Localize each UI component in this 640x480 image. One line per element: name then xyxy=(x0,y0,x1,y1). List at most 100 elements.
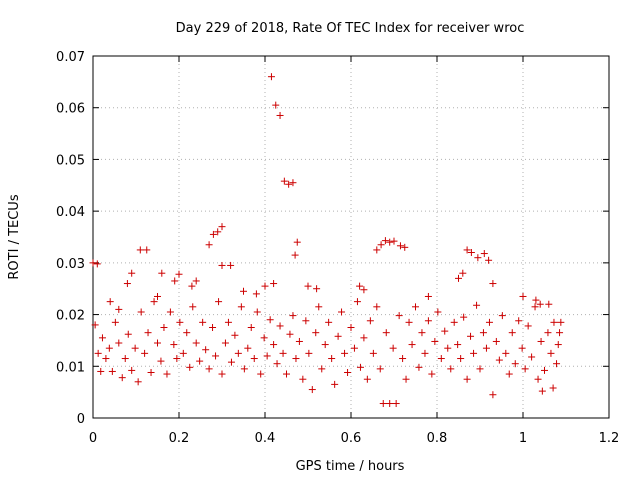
y-tick-label: 0.01 xyxy=(56,360,85,375)
data-point xyxy=(437,355,445,363)
data-point xyxy=(463,375,471,383)
data-point xyxy=(137,308,145,316)
data-point xyxy=(356,363,364,371)
data-point xyxy=(447,365,455,373)
data-point xyxy=(205,241,213,249)
data-point xyxy=(218,261,226,269)
data-points xyxy=(89,73,565,408)
data-point xyxy=(424,317,432,325)
data-point xyxy=(382,329,390,337)
data-point xyxy=(128,366,136,374)
data-point xyxy=(144,329,152,337)
data-point xyxy=(227,261,235,269)
data-point xyxy=(350,344,358,352)
data-point xyxy=(538,387,546,395)
data-point xyxy=(147,368,155,376)
data-point xyxy=(270,280,278,288)
data-point xyxy=(154,339,161,347)
data-point xyxy=(128,269,136,277)
data-point xyxy=(386,238,394,246)
data-point xyxy=(428,370,436,378)
data-point xyxy=(227,358,235,366)
x-tick-label: 0.4 xyxy=(255,431,276,446)
data-point xyxy=(199,318,207,326)
data-point xyxy=(545,300,553,308)
data-point xyxy=(253,308,261,316)
data-point xyxy=(218,223,226,231)
data-point xyxy=(408,341,416,349)
data-point xyxy=(237,303,245,311)
data-point xyxy=(363,375,371,383)
data-point xyxy=(276,322,284,330)
data-point xyxy=(291,251,299,259)
data-point xyxy=(98,334,106,342)
data-point xyxy=(154,292,161,300)
data-point xyxy=(547,349,555,357)
data-point xyxy=(553,360,561,368)
data-point xyxy=(502,349,510,357)
data-point xyxy=(196,357,204,365)
data-point xyxy=(366,317,374,325)
data-point xyxy=(390,237,398,245)
data-point xyxy=(338,308,346,316)
data-point xyxy=(214,228,222,236)
data-point xyxy=(270,341,278,349)
data-point xyxy=(470,349,478,357)
data-point xyxy=(293,238,301,246)
chart-title: Day 229 of 2018, Rate Of TEC Index for r… xyxy=(176,21,525,36)
data-point xyxy=(389,344,397,352)
data-point xyxy=(267,73,275,81)
data-point xyxy=(295,337,303,345)
data-point xyxy=(412,303,419,311)
y-tick-label: 0.02 xyxy=(56,309,85,324)
data-point xyxy=(460,313,468,321)
y-tick-label: 0.05 xyxy=(56,153,85,168)
x-tick-label: 0 xyxy=(89,431,97,446)
data-point xyxy=(186,363,194,371)
data-point xyxy=(521,365,529,373)
data-point xyxy=(202,346,210,354)
x-tick-label: 1 xyxy=(519,431,527,446)
data-point xyxy=(344,368,352,376)
data-point xyxy=(392,400,400,408)
data-point xyxy=(292,355,300,363)
data-point xyxy=(321,341,329,349)
data-point xyxy=(188,282,196,290)
data-point xyxy=(418,329,426,337)
data-point xyxy=(467,249,475,257)
data-point xyxy=(554,341,562,349)
data-point xyxy=(331,380,339,388)
data-point xyxy=(273,360,281,368)
y-tick-label: 0.03 xyxy=(56,257,85,272)
data-point xyxy=(261,282,269,290)
data-point xyxy=(279,349,287,357)
data-point xyxy=(115,339,123,347)
x-tick-label: 0.8 xyxy=(427,431,448,446)
data-point xyxy=(463,246,471,254)
data-point xyxy=(302,317,310,325)
data-point xyxy=(444,344,452,352)
data-point xyxy=(215,298,223,306)
data-point xyxy=(508,329,516,337)
data-point xyxy=(244,344,252,352)
x-tick-label: 1.2 xyxy=(599,431,620,446)
y-tick-label: 0.04 xyxy=(56,205,85,220)
data-point xyxy=(482,344,490,352)
data-point xyxy=(276,111,284,119)
data-point xyxy=(379,400,387,408)
data-point xyxy=(531,303,539,311)
data-point xyxy=(173,355,181,363)
data-point xyxy=(341,349,349,357)
x-tick-label: 0.2 xyxy=(169,431,190,446)
data-point xyxy=(399,355,407,363)
data-point xyxy=(179,349,187,357)
data-point xyxy=(479,329,487,337)
data-point xyxy=(495,356,503,364)
data-point xyxy=(240,287,247,295)
data-point xyxy=(421,349,429,357)
data-point xyxy=(286,330,294,338)
data-point xyxy=(396,242,404,250)
data-point xyxy=(163,370,171,378)
data-point xyxy=(102,355,110,363)
x-axis-label: GPS time / hours xyxy=(296,459,405,474)
